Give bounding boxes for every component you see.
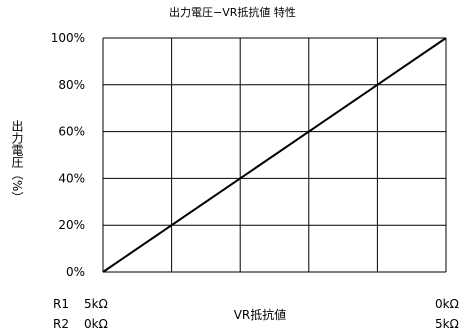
y-tick-label: 60% [58, 125, 85, 139]
series-line [102, 37, 447, 273]
y-tick-label: 80% [58, 78, 85, 92]
y-tick-label: 20% [58, 218, 85, 232]
r2-start: 0kΩ [84, 317, 108, 331]
r2-label: R2 [53, 317, 69, 331]
r1-start: 5kΩ [84, 297, 108, 311]
r2-end: 5kΩ [435, 317, 459, 331]
y-tick-label: 0% [66, 265, 85, 279]
y-tick-label: 100% [51, 31, 85, 45]
r1-end: 0kΩ [435, 297, 459, 311]
y-tick-label: 40% [58, 171, 85, 185]
chart-title: 出力電圧−VR抵抗値 特性 [169, 6, 296, 19]
r1-label: R1 [53, 297, 69, 311]
y-axis-label: 出力電圧（%） [10, 120, 24, 204]
x-axis-label: VR抵抗値 [233, 308, 287, 322]
